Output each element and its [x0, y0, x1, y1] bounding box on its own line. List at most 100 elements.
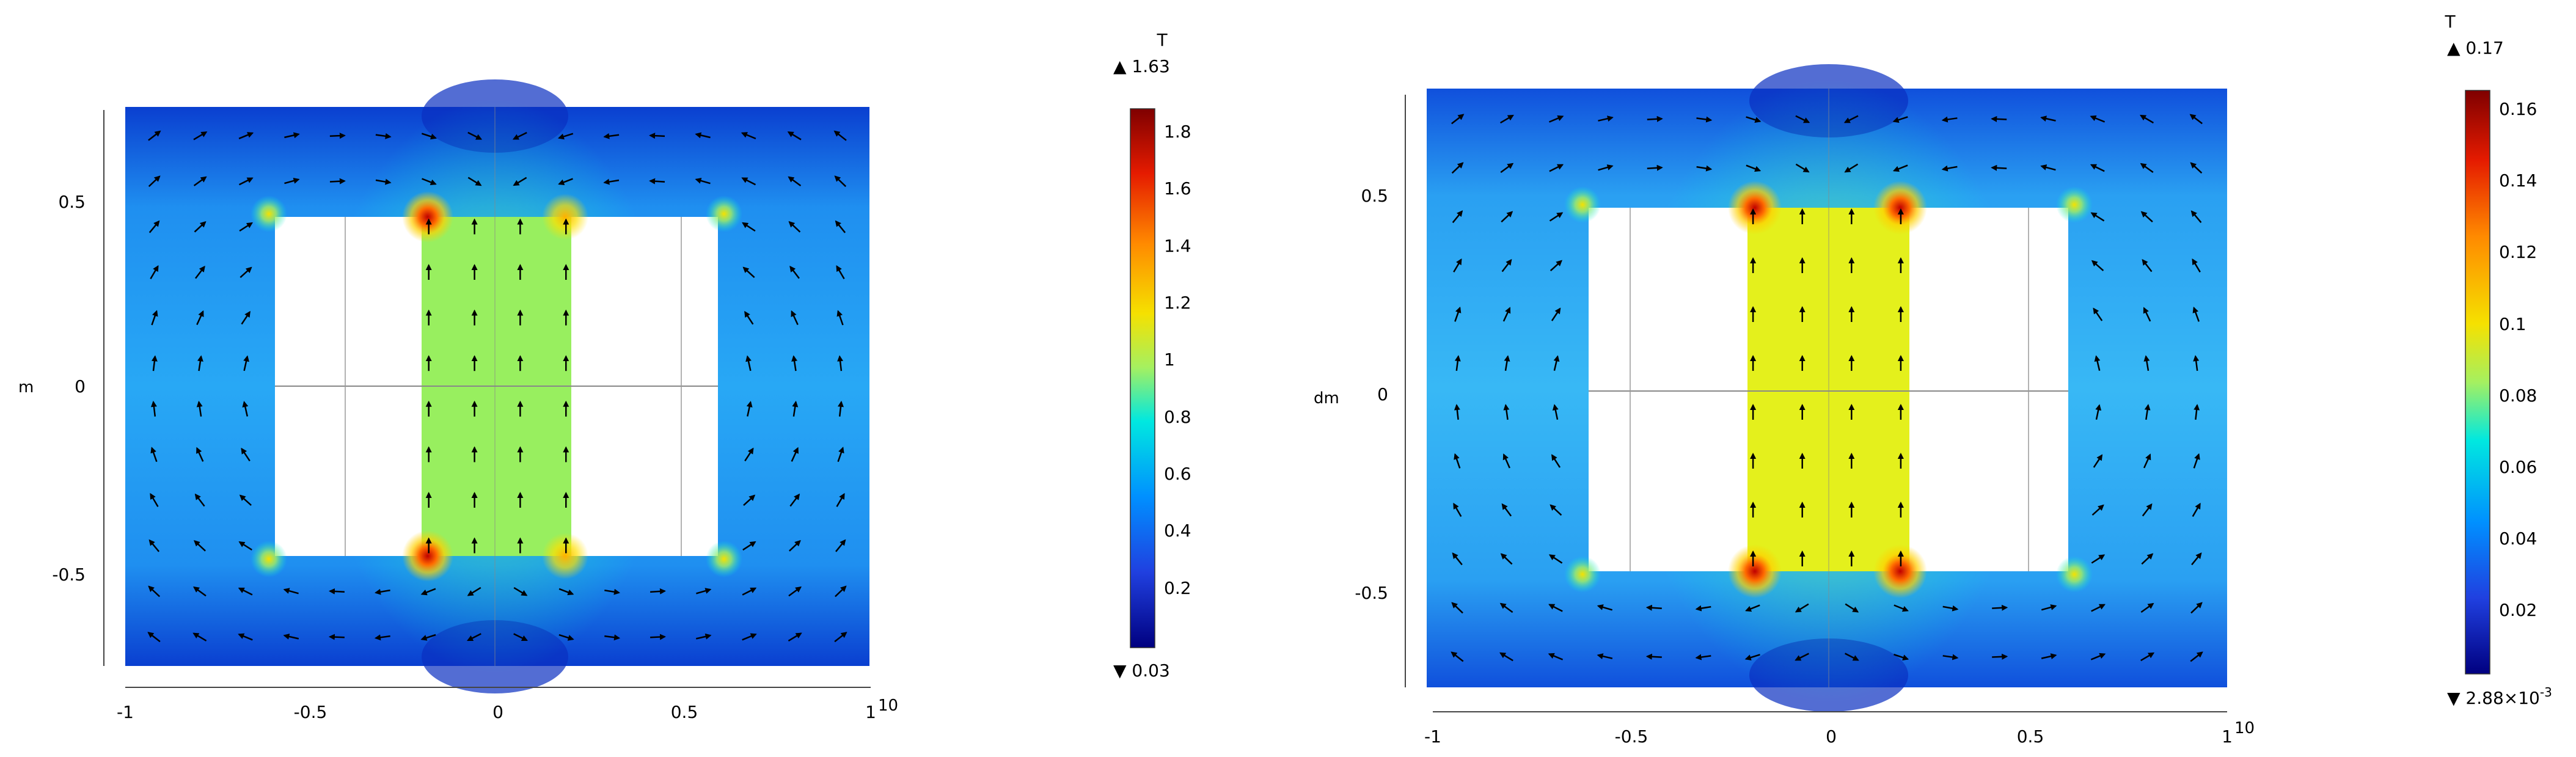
right-colorbar-tick: 0.14: [2499, 170, 2537, 191]
field-arrow: [1453, 502, 1462, 517]
field-arrow: [2142, 503, 2153, 517]
field-arrow: [2193, 453, 2200, 469]
field-arrow: [745, 355, 752, 371]
field-arrow: [193, 131, 208, 141]
left-colorbar-tick: 1.8: [1164, 122, 1191, 142]
field-arrow: [1992, 604, 2008, 611]
field-arrow: [2143, 453, 2151, 469]
field-arrow: [2192, 502, 2201, 517]
field-arrow: [836, 492, 845, 507]
field-arrow: [2144, 404, 2151, 420]
right-x-tick: 1: [2222, 726, 2233, 747]
field-arrow: [148, 539, 160, 552]
field-arrow: [1551, 307, 1561, 321]
field-arrow: [788, 221, 801, 233]
field-arrow: [1892, 116, 1908, 123]
field-arrow: [746, 401, 753, 417]
field-arrow: [150, 265, 159, 280]
field-arrow: [2090, 115, 2106, 123]
field-arrow: [148, 585, 161, 598]
field-arrow: [240, 266, 252, 279]
field-arrow: [787, 131, 802, 141]
field-arrow: [1452, 552, 1463, 566]
field-arrow: [467, 131, 483, 140]
field-arrow: [741, 177, 756, 186]
field-arrow: [695, 177, 711, 185]
field-arrow: [1549, 212, 1564, 222]
field-arrow: [239, 222, 253, 232]
field-arrow: [1795, 163, 1810, 173]
field-arrow: [1548, 653, 1564, 660]
field-arrow: [558, 178, 573, 186]
right-y-tick: -0.5: [1355, 583, 1388, 603]
field-arrow: [2190, 162, 2203, 174]
right-plot: dm 0.5 0 -0.5 -1 -0.5 0 0.5 1 10 T ▲ 0.1…: [1314, 12, 2552, 747]
right-colorbar-tick: 0.16: [2499, 99, 2537, 119]
field-arrow: [2141, 553, 2154, 565]
field-arrow: [695, 132, 711, 139]
left-colorbar-tick: 0.4: [1164, 521, 1191, 541]
field-arrow: [837, 355, 844, 371]
field-arrow: [835, 585, 847, 598]
left-colorbar-tick: 0.6: [1164, 464, 1191, 484]
field-arrow: [513, 587, 528, 596]
field-arrow: [2139, 114, 2154, 124]
field-arrow: [283, 633, 299, 640]
left-x-exponent: 10: [878, 697, 898, 715]
field-arrow: [742, 541, 756, 551]
field-arrow: [1552, 404, 1559, 420]
left-colorbar-max: ▲ 1.63: [1113, 56, 1170, 76]
field-arrow: [744, 310, 754, 325]
field-arrow: [148, 130, 161, 141]
field-arrow: [2094, 355, 2101, 371]
field-arrow: [1746, 116, 1762, 123]
field-arrow: [1645, 653, 1662, 660]
field-arrow: [192, 632, 207, 642]
field-arrow: [467, 587, 481, 596]
field-arrow: [284, 132, 300, 139]
field-arrow: [1501, 503, 1512, 517]
field-arrow: [789, 265, 800, 279]
field-arrow: [241, 447, 251, 462]
field-arrow: [2143, 307, 2151, 322]
field-arrow: [1548, 604, 1563, 612]
field-arrow: [1744, 654, 1760, 660]
field-arrow: [2190, 651, 2203, 662]
field-arrow: [836, 265, 845, 280]
field-arrow: [197, 355, 203, 371]
field-arrow: [374, 634, 390, 641]
field-arrow: [422, 178, 437, 186]
field-arrow: [1696, 165, 1713, 172]
field-arrow: [2091, 260, 2104, 271]
field-arrow: [2091, 554, 2106, 564]
field-arrow: [1499, 652, 1513, 662]
field-arrow: [834, 632, 847, 643]
field-arrow: [1549, 115, 1564, 123]
field-arrow: [196, 310, 204, 326]
field-arrow: [742, 587, 757, 596]
field-arrow: [2040, 115, 2056, 122]
field-arrow: [1454, 453, 1461, 469]
field-arrow: [513, 633, 528, 642]
field-arrow: [1502, 307, 1511, 322]
field-arrow: [1502, 453, 1510, 469]
field-arrow: [1696, 116, 1713, 123]
right-colorbar-tick: 0.08: [2499, 386, 2537, 406]
field-arrow: [512, 131, 527, 140]
field-arrow: [194, 540, 206, 552]
field-arrow: [150, 492, 159, 507]
field-arrow: [1499, 114, 1514, 124]
field-arrow: [2140, 211, 2153, 223]
field-arrow: [603, 178, 620, 185]
field-arrow: [696, 633, 712, 640]
field-arrow: [836, 310, 844, 326]
field-arrow: [2194, 404, 2200, 420]
field-arrow: [375, 588, 390, 595]
field-arrow: [1892, 164, 1908, 172]
right-colorbar-min: ▼ 2.88×10-3: [2447, 685, 2552, 708]
field-arrow: [744, 447, 754, 462]
field-arrow: [1941, 165, 1958, 172]
field-arrow: [2093, 454, 2103, 468]
field-arrow: [194, 493, 205, 507]
